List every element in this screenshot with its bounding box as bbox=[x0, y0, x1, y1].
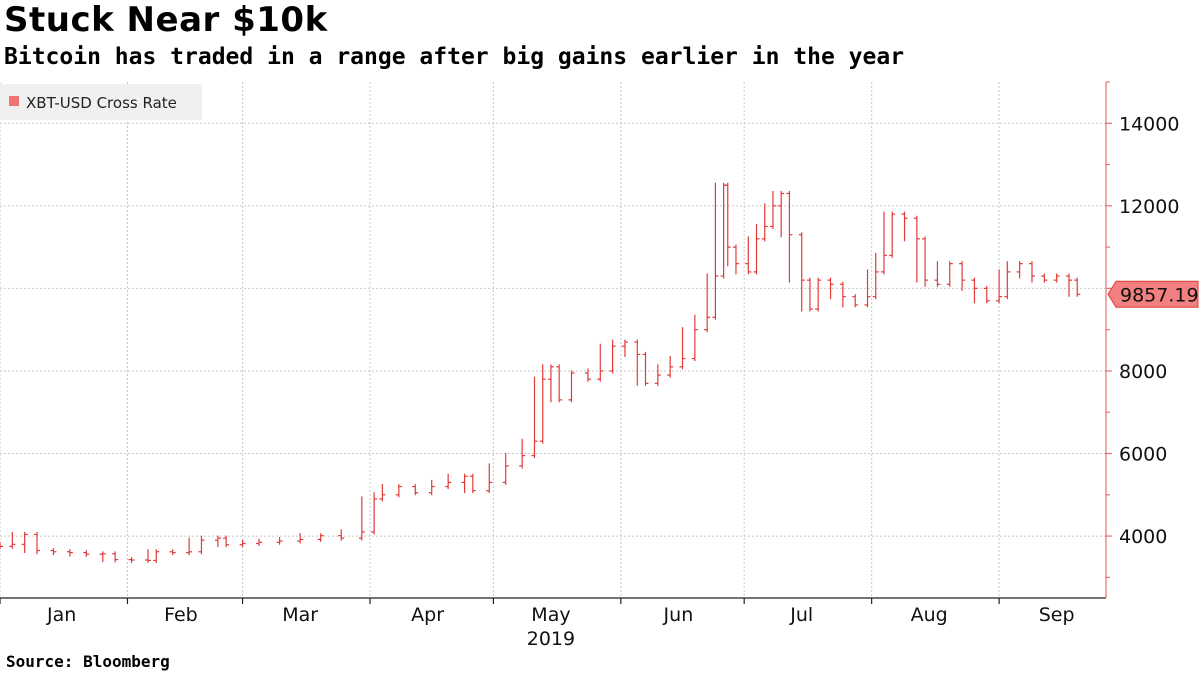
axes: 400060008000100001200014000JanFebMarAprM… bbox=[0, 81, 1179, 650]
source-note: Source: Bloomberg bbox=[6, 652, 170, 671]
x-tick-label: Mar bbox=[282, 604, 318, 626]
grid-layer bbox=[0, 82, 1106, 598]
x-tick-label: Feb bbox=[164, 604, 198, 626]
x-tick-label: Apr bbox=[411, 604, 444, 626]
y-tick-label: 8000 bbox=[1119, 361, 1167, 383]
chart-title: Stuck Near $10k bbox=[4, 0, 328, 40]
x-tick-label: May bbox=[531, 604, 570, 626]
last-value-label: 9857.19 bbox=[1120, 284, 1199, 306]
x-tick-label: Aug bbox=[911, 604, 948, 626]
y-tick-label: 12000 bbox=[1119, 196, 1179, 218]
x-year-label: 2019 bbox=[527, 628, 575, 650]
x-tick-label: Jun bbox=[663, 604, 694, 626]
last-value-tag bbox=[1107, 280, 1199, 308]
price-bars bbox=[0, 182, 1081, 563]
y-tick-label: 14000 bbox=[1119, 113, 1179, 135]
y-tick-label: 4000 bbox=[1119, 526, 1167, 548]
legend-swatch bbox=[9, 96, 19, 106]
x-tick-label: Sep bbox=[1039, 604, 1075, 626]
last-value-marker: 9857.19 bbox=[1107, 280, 1199, 308]
y-tick-label: 6000 bbox=[1119, 444, 1167, 466]
legend-label: XBT-USD Cross Rate bbox=[26, 94, 177, 112]
x-tick-label: Jan bbox=[46, 604, 76, 626]
x-tick-label: Jul bbox=[789, 604, 813, 626]
legend bbox=[0, 84, 202, 120]
chart-subtitle: Bitcoin has traded in a range after big … bbox=[4, 44, 905, 70]
